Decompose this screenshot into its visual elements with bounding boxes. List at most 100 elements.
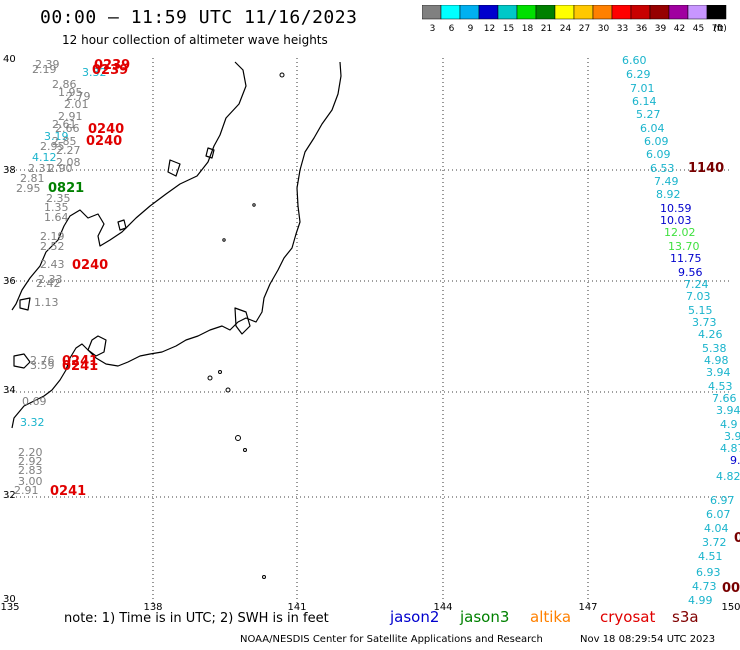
swh-value: 3.32 xyxy=(20,416,45,429)
y-tick-label: 30 xyxy=(3,594,16,605)
swh-value: 4.53 xyxy=(708,380,733,393)
swh-value: 2.79 xyxy=(66,90,91,103)
swh-value: 4.9 xyxy=(720,418,738,431)
swh-value: 6.97 xyxy=(710,494,735,507)
swh-value: 2.31 xyxy=(28,162,53,175)
y-tick-label: 38 xyxy=(3,165,16,176)
swh-value: 10.03 xyxy=(660,214,692,227)
map-title: 00:00 – 11:59 UTC 11/16/2023 xyxy=(40,7,358,28)
swh-value: 6.04 xyxy=(640,122,665,135)
legend-label: 3 xyxy=(430,24,436,34)
pass-time-label: 0240 xyxy=(88,122,124,137)
x-tick-label: 144 xyxy=(433,602,452,613)
x-tick-label: 141 xyxy=(287,602,306,613)
swh-value: 11.75 xyxy=(670,252,702,265)
swh-value: 2.95 xyxy=(40,140,65,153)
swh-value: 2.91 xyxy=(14,484,39,497)
pass-time-label: 0239 xyxy=(92,63,128,78)
legend-label: 27 xyxy=(579,24,590,34)
legend-sat-jason3: jason3 xyxy=(460,608,510,626)
swh-value: 2.19 xyxy=(32,63,57,76)
graticule xyxy=(8,58,732,605)
pass-time-label: 0821 xyxy=(48,181,84,196)
swh-value: 3.19 xyxy=(44,130,69,143)
pass-time-label: 00 xyxy=(722,581,740,596)
swh-value: 1.95 xyxy=(58,86,83,99)
swh-value: 3.00 xyxy=(18,475,43,488)
swh-value: 2.90 xyxy=(48,162,73,175)
legend-label: 39 xyxy=(655,24,667,34)
x-tick-label: 138 xyxy=(143,602,162,613)
legend-label: 45 xyxy=(693,24,704,34)
swh-value: 2.08 xyxy=(56,156,81,169)
legend-sat-cryosat: cryosat xyxy=(600,608,656,626)
swh-value: 3.73 xyxy=(692,316,717,329)
legend-sat-jason2: jason2 xyxy=(390,608,440,626)
pass-time-label: 0240 xyxy=(72,258,108,273)
swh-value: 2.01 xyxy=(64,98,89,111)
swh-value: 3.72 xyxy=(702,536,727,549)
swh-value: 6.09 xyxy=(646,148,671,161)
swh-value: 2.83 xyxy=(18,464,43,477)
swh-value: 2.61 xyxy=(52,118,77,131)
swh-value: 8.92 xyxy=(656,188,681,201)
swh-value: 1.35 xyxy=(44,201,69,214)
swh-value: 3.59 xyxy=(30,359,55,372)
swh-value: 6.29 xyxy=(626,68,651,81)
swh-value: 10.59 xyxy=(660,202,692,215)
swh-value: 13.70 xyxy=(668,240,700,253)
legend-label: 6 xyxy=(449,24,455,34)
swh-value: 6.93 xyxy=(696,566,721,579)
swh-value: 2.20 xyxy=(18,446,43,459)
swh-value: 2.33 xyxy=(38,273,63,286)
y-tick-label: 40 xyxy=(3,54,16,65)
swh-value: 5.15 xyxy=(688,304,713,317)
swh-value: 2.43 xyxy=(40,258,65,271)
swh-value: 7.03 xyxy=(686,290,711,303)
swh-value: 6.53 xyxy=(650,162,675,175)
x-axis-labels: 135 138 141 144 147 150 xyxy=(0,602,740,613)
swh-value: 5.38 xyxy=(702,342,727,355)
generated-timestamp: Nov 18 08:29:54 UTC 2023 xyxy=(580,634,716,645)
east-time-labels: 1140 00 0 xyxy=(688,161,740,596)
east-track: 6.606.297.016.145.276.046.096.096.537.49… xyxy=(622,54,740,607)
legend-label: 36 xyxy=(636,24,648,34)
credit-line: NOAA/NESDIS Center for Satellite Applica… xyxy=(240,634,543,645)
y-axis-labels: 40 38 36 34 32 30 xyxy=(3,54,16,605)
swh-value: 4.51 xyxy=(698,550,723,563)
swh-value: 4.82 xyxy=(716,470,740,483)
legend-label: 30 xyxy=(598,24,610,34)
legend-label: 21 xyxy=(541,24,552,34)
west-time-labels: 0239 0239 0240 0240 0240 0241 0241 0241 … xyxy=(48,58,130,499)
legend-label: 24 xyxy=(560,24,572,34)
west-track: 2.39 2.19 3.32 2.86 1.95 2.79 2.01 2.91 … xyxy=(14,58,107,497)
swh-value: 6.09 xyxy=(644,135,669,148)
pass-time-marker: 0 xyxy=(734,531,740,546)
swh-value: 2.35 xyxy=(46,192,71,205)
legend-label: 70 xyxy=(712,24,724,34)
swh-value: 7.66 xyxy=(712,392,737,405)
pass-time-label: 0240 xyxy=(86,134,122,149)
pass-time-label: 0241 xyxy=(62,359,98,374)
swh-value: 4.12 xyxy=(32,151,57,164)
pass-time-label: 0239 xyxy=(94,58,130,73)
legend-label: 12 xyxy=(484,24,495,34)
swh-value: 7.01 xyxy=(630,82,655,95)
swh-value: 12.02 xyxy=(664,226,696,239)
swh-value: 2.92 xyxy=(18,455,43,468)
swh-value: 2.42 xyxy=(36,277,61,290)
swh-value: 6.14 xyxy=(632,95,657,108)
swh-value: 7.49 xyxy=(654,175,679,188)
swh-value: 4.87 xyxy=(720,442,740,455)
swh-value: 4.26 xyxy=(698,328,723,341)
swh-value: 3.32 xyxy=(82,66,107,79)
legend-label: 18 xyxy=(522,24,534,34)
legend-label: 42 xyxy=(674,24,685,34)
swh-value: 2.76 xyxy=(30,354,55,367)
pass-time-label: 0241 xyxy=(62,354,98,369)
swh-value: 7.24 xyxy=(684,278,709,291)
swh-value: 5.27 xyxy=(636,108,661,121)
islands xyxy=(207,72,285,579)
swh-value: 4.98 xyxy=(704,354,729,367)
